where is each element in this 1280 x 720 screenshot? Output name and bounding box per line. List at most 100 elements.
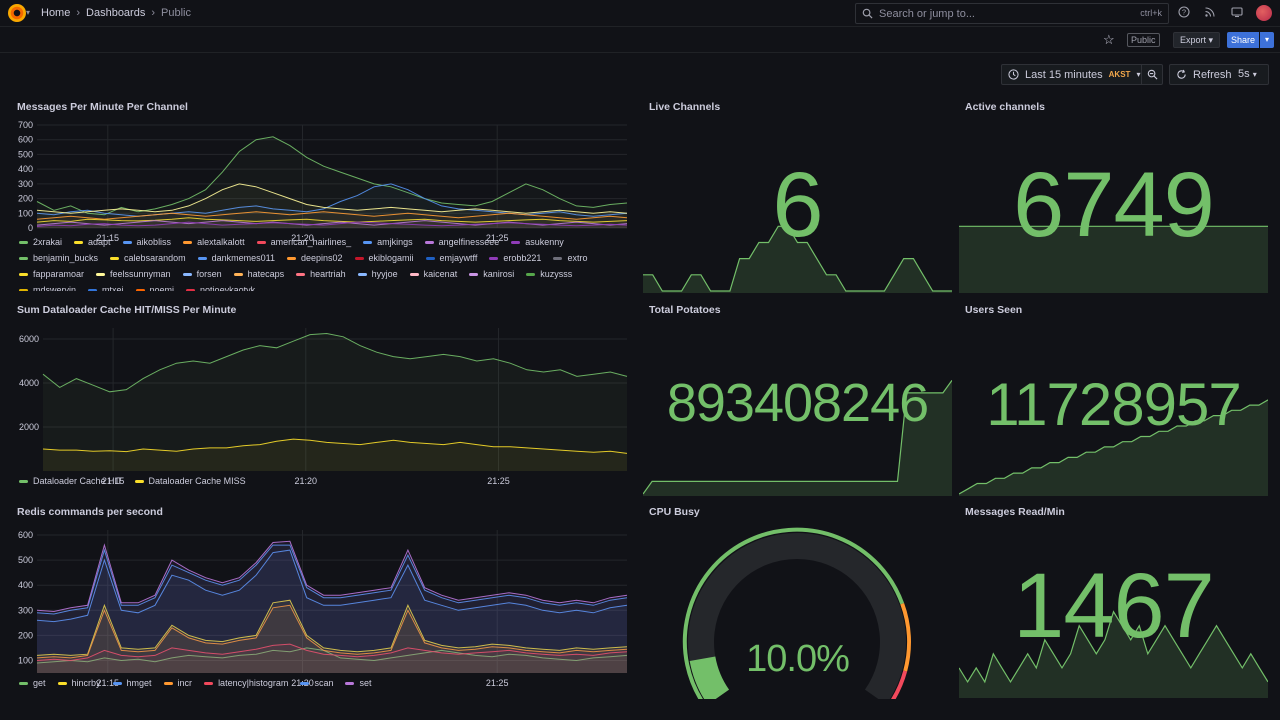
legend-item[interactable]: adapt — [74, 236, 111, 248]
legend-swatch — [135, 288, 145, 291]
legend-item[interactable]: amjkings — [363, 236, 413, 248]
gauge-threshold-green — [682, 527, 905, 699]
legend-item[interactable]: forsen — [182, 268, 222, 280]
panel-title[interactable]: Messages Per Minute Per Channel — [17, 101, 188, 113]
legend-label: kaicenat — [423, 269, 458, 279]
panel-title[interactable]: Messages Read/Min — [965, 506, 1065, 518]
legend-swatch — [204, 681, 214, 685]
legend-item[interactable]: alextalkalott — [183, 236, 245, 248]
legend-item[interactable]: hatecaps — [233, 268, 284, 280]
legend-item[interactable]: hmget — [112, 677, 152, 689]
legend-label: set — [359, 678, 372, 688]
legend-item[interactable]: 2xrakai — [19, 236, 62, 248]
legend-label: ekiblogamii — [368, 253, 414, 263]
zoom-out-icon[interactable] — [1141, 64, 1163, 85]
legend-label: american_hairlines_ — [270, 237, 352, 247]
legend-swatch — [469, 272, 479, 276]
series-line — [36, 540, 628, 613]
stat-value: 6 — [772, 154, 823, 256]
legend-item[interactable]: get — [19, 677, 46, 689]
legend-label: emjaywtff — [439, 253, 478, 263]
legend-item[interactable]: dankmemes011 — [197, 252, 275, 264]
export-button[interactable]: Export ▾ — [1173, 32, 1221, 48]
sparkline-area — [959, 226, 1268, 293]
panel-title[interactable]: Redis commands per second — [17, 506, 163, 518]
legend-item[interactable]: benjamin_bucks — [19, 252, 98, 264]
legend-item[interactable]: ekiblogamii — [354, 252, 414, 264]
series-area — [37, 222, 627, 228]
chart-legend: get hincrby hmget incr latency|histogram scan… — [19, 677, 627, 691]
refresh-interval-select[interactable]: 5s ▾ — [1238, 68, 1257, 80]
rss-news-icon[interactable] — [1203, 6, 1217, 20]
legend-item[interactable]: noemi — [135, 284, 174, 291]
legend-item[interactable]: kuzysss — [526, 268, 572, 280]
legend-item[interactable]: Dataloader Cache MISS — [134, 475, 246, 487]
legend-item[interactable]: aikobliss — [122, 236, 171, 248]
y-tick-label: 400 — [18, 580, 33, 590]
share-button[interactable]: Share — [1227, 32, 1259, 48]
chevron-down-icon[interactable]: ▾ — [26, 8, 31, 17]
legend-swatch — [19, 681, 28, 685]
x-tick-label: 21:20 — [291, 233, 314, 243]
legend-item[interactable]: american_hairlines_ — [256, 236, 352, 248]
legend-item[interactable]: emjaywtff — [425, 252, 478, 264]
legend-item[interactable]: erobb221 — [489, 252, 541, 264]
time-range-label: Last 15 minutes — [1025, 68, 1103, 81]
breadcrumb-home[interactable]: Home — [41, 7, 71, 19]
legend-item[interactable]: kaicenat — [409, 268, 458, 280]
export-label: Export — [1180, 35, 1207, 45]
search-input[interactable]: Search or jump to... ctrl+k — [855, 3, 1169, 24]
star-icon[interactable]: ☆ — [1103, 32, 1115, 47]
legend-item[interactable]: kanirosi — [469, 268, 514, 280]
user-avatar[interactable] — [1256, 5, 1272, 21]
help-icon[interactable]: ? — [1177, 6, 1191, 20]
legend-label: mtxei — [102, 285, 124, 291]
legend-label: feelssunnyman — [110, 269, 171, 279]
time-range-picker[interactable]: Last 15 minutes AKST ▾ — [1001, 64, 1163, 85]
sparkline-line — [959, 399, 1268, 495]
legend-item[interactable]: heartriah — [296, 268, 346, 280]
legend-item[interactable]: angelfinesseee — [424, 236, 499, 248]
legend-item[interactable]: mdswervin — [19, 284, 76, 291]
legend-item[interactable]: calebsarandom — [110, 252, 186, 264]
legend-item[interactable]: fapparamoar — [19, 268, 84, 280]
series-area — [37, 183, 627, 228]
panel-title[interactable]: Users Seen — [965, 304, 1023, 316]
legend-swatch — [511, 240, 521, 244]
legend-item[interactable]: scan — [300, 677, 333, 689]
legend-swatch — [19, 479, 28, 483]
legend-item[interactable]: mtxei — [88, 284, 124, 291]
breadcrumb-dashboards[interactable]: Dashboards — [86, 7, 146, 19]
panel-title[interactable]: Active channels — [965, 101, 1045, 113]
legend-item[interactable]: feelssunnyman — [96, 268, 171, 280]
legend-item[interactable]: Dataloader Cache HIT — [19, 475, 123, 487]
refresh-interval-value: 5s — [1238, 68, 1250, 80]
refresh-button[interactable]: Refresh 5s ▾ — [1169, 64, 1269, 85]
breadcrumb-separator: › — [76, 7, 81, 19]
legend-item[interactable]: set — [345, 677, 371, 689]
panel-title[interactable]: Sum Dataloader Cache HIT/MISS Per Minute — [17, 304, 237, 316]
legend-item[interactable]: asukenny — [511, 236, 564, 248]
panel-title[interactable]: CPU Busy — [649, 506, 700, 518]
monitor-icon[interactable] — [1230, 6, 1244, 20]
legend-item[interactable]: hyyjoe — [357, 268, 398, 280]
legend-label: Dataloader Cache MISS — [148, 476, 246, 486]
legend-item[interactable]: deepins02 — [286, 252, 343, 264]
legend-label: hyyjoe — [371, 269, 398, 279]
panel-title[interactable]: Live Channels — [649, 101, 721, 113]
legend-item[interactable]: extro — [553, 252, 587, 264]
legend-swatch — [110, 256, 120, 260]
legend-swatch — [182, 272, 192, 276]
x-tick-label: 21:15 — [97, 678, 120, 688]
share-options-chevron-icon[interactable]: ▾ — [1260, 32, 1274, 48]
legend-label: mdswervin — [33, 285, 77, 291]
grafana-logo-icon[interactable] — [8, 4, 26, 22]
legend-item[interactable]: notjoeykaotyk — [186, 284, 255, 291]
panel-title[interactable]: Total Potatoes — [649, 304, 721, 316]
legend-item[interactable]: hincrby — [57, 677, 101, 689]
sparkline-line — [643, 225, 952, 292]
series-line — [42, 438, 628, 454]
legend-item[interactable]: incr — [163, 677, 192, 689]
legend-item[interactable]: latency|histogram — [204, 677, 288, 689]
y-tick-label: 0 — [28, 223, 33, 233]
